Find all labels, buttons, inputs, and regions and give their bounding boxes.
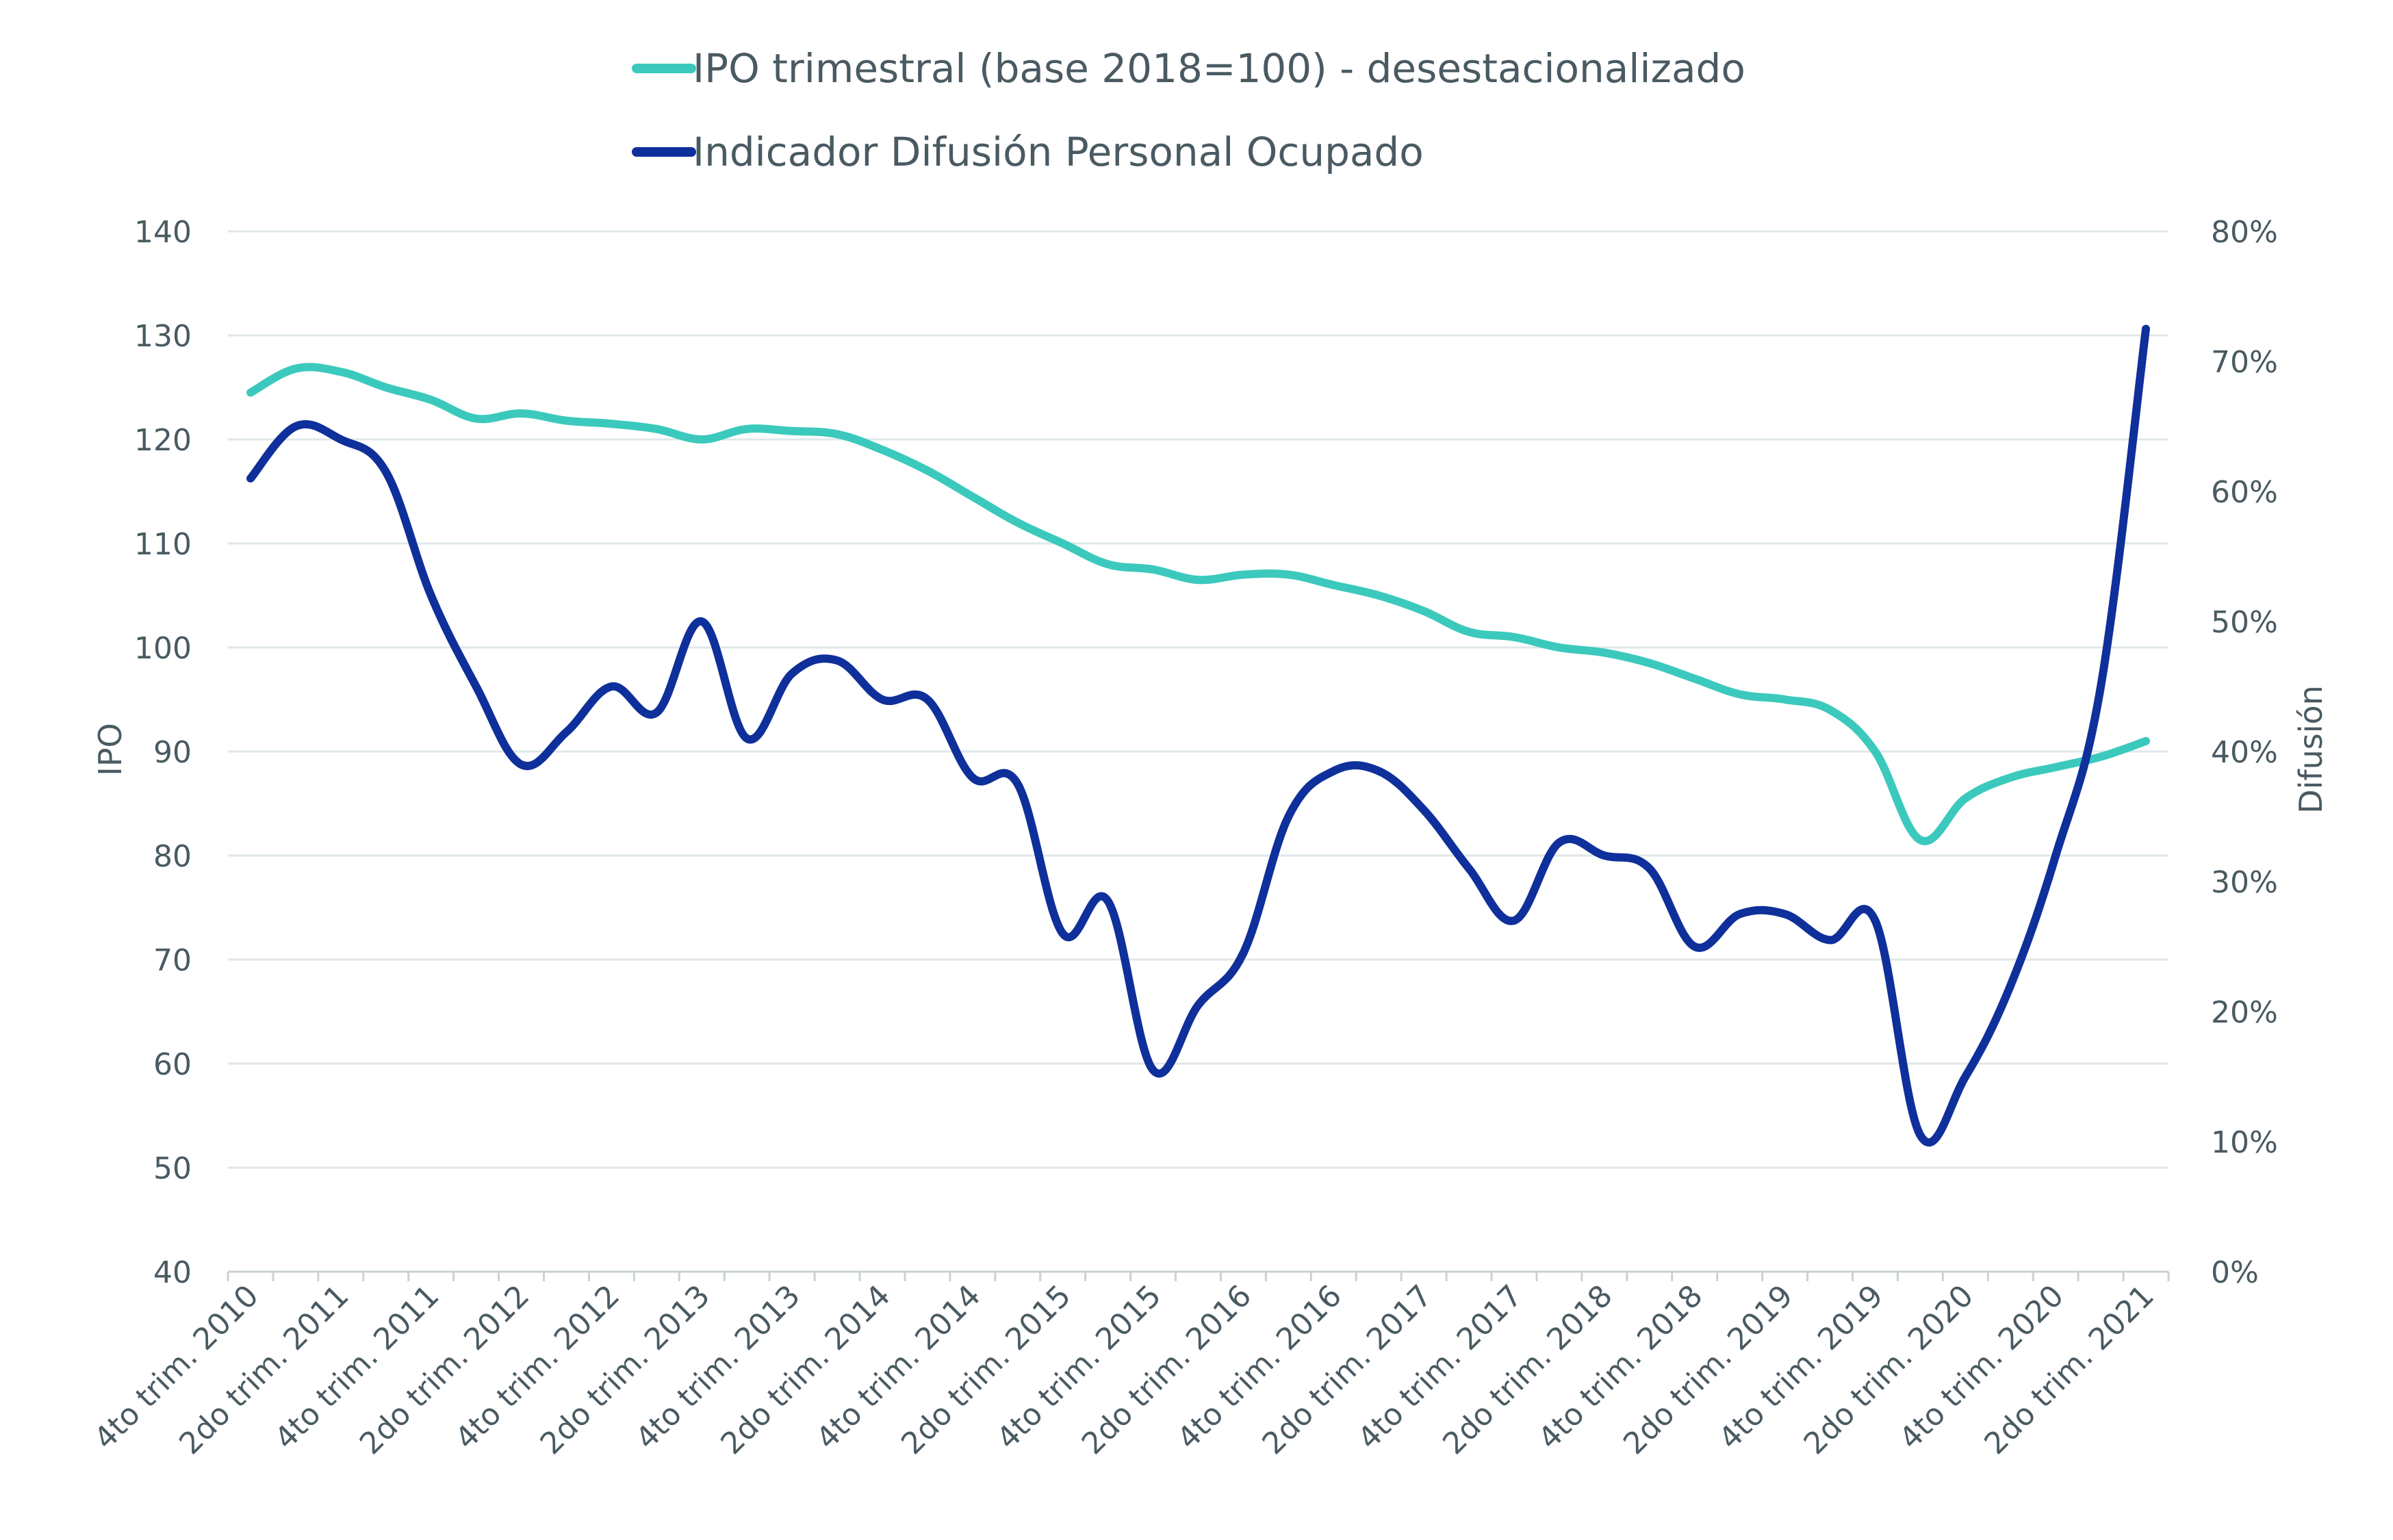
x-tick-label: 4to trim. 2013 xyxy=(629,1279,807,1456)
x-tick-label: 4to trim. 2020 xyxy=(1893,1279,2071,1456)
y-left-tick-label: 100 xyxy=(134,631,192,666)
x-tick-label: 2do trim. 2017 xyxy=(1255,1279,1438,1461)
x-tick-label: 4to trim. 2014 xyxy=(810,1279,988,1456)
y-left-tick-label: 120 xyxy=(134,423,192,458)
y-left-tick-label: 40 xyxy=(153,1255,192,1290)
x-tick-label: 4to trim. 2018 xyxy=(1532,1279,1710,1456)
y-left-tick-label: 50 xyxy=(153,1151,192,1186)
y-left-tick-label: 130 xyxy=(134,319,192,354)
legend: IPO trimestral (base 2018=100) - desesta… xyxy=(632,45,1745,175)
series-line-difusion xyxy=(246,324,2150,1146)
x-tick-label: 4to trim. 2010 xyxy=(88,1279,266,1456)
x-tick-label: 4to trim. 2019 xyxy=(1712,1279,1890,1456)
x-tick-label: 2do trim. 2011 xyxy=(172,1279,355,1461)
y-axis-right: 0% 10% 20% 30% 40% 50% 60% 70% 80% xyxy=(2211,215,2278,1290)
x-tick-label: 2do trim. 2015 xyxy=(895,1279,1077,1461)
legend-item-difusion: Indicador Difusión Personal Ocupado xyxy=(632,129,1424,175)
x-tick-label: 2do trim. 2014 xyxy=(714,1279,897,1461)
x-tick-label: 2do trim. 2020 xyxy=(1797,1279,1980,1461)
series-difusion xyxy=(246,324,2150,1146)
x-tick-label: 4to trim. 2012 xyxy=(448,1279,626,1456)
x-tick-label: 4to trim. 2016 xyxy=(1170,1279,1348,1456)
x-tick-label: 2do trim. 2013 xyxy=(534,1279,717,1461)
y-axis-left-title: IPO xyxy=(92,723,129,776)
y-right-tick-label: 50% xyxy=(2211,605,2278,640)
y-axis-right-title: Difusión xyxy=(2292,685,2329,814)
y-left-tick-label: 60 xyxy=(153,1047,192,1082)
y-left-tick-label: 140 xyxy=(134,215,192,250)
y-right-tick-label: 10% xyxy=(2211,1125,2278,1160)
x-tick-label: 2do trim. 2012 xyxy=(353,1279,536,1461)
y-right-tick-label: 0% xyxy=(2211,1255,2259,1290)
legend-item-ipo: IPO trimestral (base 2018=100) - desesta… xyxy=(632,45,1745,92)
y-right-tick-label: 20% xyxy=(2211,995,2278,1030)
legend-label-difusion: Indicador Difusión Personal Ocupado xyxy=(693,129,1424,175)
y-left-tick-label: 90 xyxy=(153,735,192,770)
y-left-tick-label: 110 xyxy=(134,527,192,562)
x-tick-label: 2do trim. 2021 xyxy=(1978,1279,2160,1461)
x-tick-label: 4to trim. 2011 xyxy=(268,1279,446,1456)
x-tick-label: 2do trim. 2018 xyxy=(1436,1279,1619,1461)
y-right-tick-label: 60% xyxy=(2211,475,2278,510)
series-layer xyxy=(246,324,2150,1146)
y-left-tick-label: 80 xyxy=(153,839,192,874)
y-right-tick-label: 40% xyxy=(2211,735,2278,770)
x-tick-label: 4to trim. 2015 xyxy=(990,1279,1168,1456)
y-right-tick-label: 30% xyxy=(2211,865,2278,900)
legend-label-ipo: IPO trimestral (base 2018=100) - desesta… xyxy=(693,45,1745,92)
x-tick-label: 2do trim. 2019 xyxy=(1617,1279,1800,1461)
gridlines xyxy=(228,230,2168,1273)
y-axis-left: 40 50 60 70 80 90 100 110 120 130 140 xyxy=(134,215,192,1290)
y-right-tick-label: 70% xyxy=(2211,345,2278,380)
y-left-tick-label: 70 xyxy=(153,943,192,978)
y-right-tick-label: 80% xyxy=(2211,215,2278,250)
series-ipo xyxy=(246,363,2150,845)
series-line-ipo xyxy=(246,363,2150,845)
x-tick-label: 2do trim. 2016 xyxy=(1075,1279,1258,1461)
x-tick-label: 4to trim. 2017 xyxy=(1351,1279,1529,1456)
